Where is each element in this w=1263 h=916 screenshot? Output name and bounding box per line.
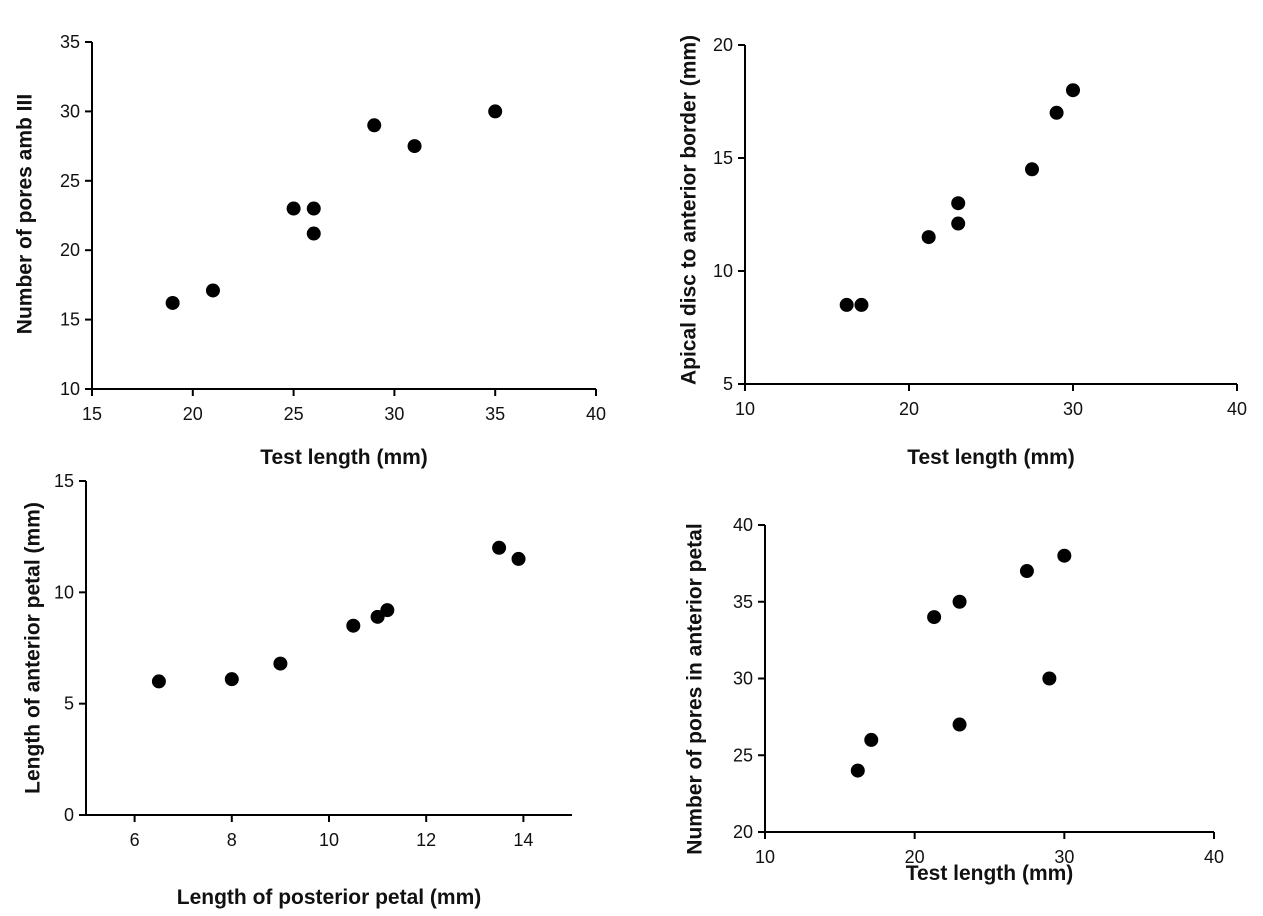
data-point [224,672,239,687]
scatter-points [151,540,526,689]
chart-panel-bottom-left: 6 8 10 12 14 0 5 10 15 Length of posterior petal… [22,471,572,909]
y-tick-label: 35 [60,32,80,52]
y-tick-label: 10 [60,379,80,399]
data-point [511,551,526,566]
data-point [1066,83,1080,98]
data-point [151,674,166,689]
data-point [488,104,503,119]
x-tick-label: 8 [227,830,237,850]
x-axis-title: Length of posterior petal (mm) [177,886,482,909]
data-point [1049,105,1064,120]
y-tick-label: 30 [60,101,80,121]
x-tick-label: 12 [416,830,436,850]
data-point [165,295,180,310]
y-axis-title: Number of pores in anterior petal [684,523,707,854]
data-point [346,618,361,633]
y-tick-label: 5 [723,374,733,394]
data-point [1042,671,1057,686]
y-tick-label: 40 [733,515,753,535]
x-tick-label: 40 [1227,399,1247,419]
y-tick-label: 20 [733,822,753,842]
scatter-points [165,104,503,310]
x-axis-title: Test length (mm) [906,862,1074,885]
y-axis-title: Apical disc to anterior border (mm) [678,35,701,385]
x-axis-title: Test length (mm) [907,446,1075,469]
y-tick-label: 10 [713,261,733,281]
y-tick-label: 20 [713,35,733,55]
data-point [306,201,321,216]
x-tick-label: 40 [1204,847,1224,867]
y-tick-label: 25 [733,745,753,765]
x-tick-label: 10 [319,830,339,850]
x-tick-label: 20 [899,399,919,419]
data-point [367,118,382,133]
data-point [952,717,967,732]
data-point [864,732,879,747]
data-point [306,226,321,241]
x-axis-title: Test length (mm) [260,446,428,469]
x-tick-label: 40 [586,404,606,424]
data-point [1019,564,1034,579]
scatter-points [839,83,1080,312]
x-tick-label: 10 [755,847,775,867]
data-point [951,196,966,211]
y-axis-title: Length of anterior petal (mm) [22,502,45,794]
data-point [1025,162,1039,177]
y-tick-label: 15 [713,148,733,168]
y-tick-label: 30 [733,669,753,689]
data-point [1057,548,1072,563]
data-point [927,610,942,625]
y-tick-label: 15 [60,310,80,330]
x-tick-label: 30 [1063,399,1083,419]
x-tick-label: 15 [82,404,102,424]
y-tick-label: 20 [60,240,80,260]
x-tick-label: 6 [130,830,140,850]
x-tick-label: 25 [284,404,304,424]
axes: 6 8 10 12 14 0 5 10 15 [54,471,572,850]
data-point [273,656,288,671]
y-tick-label: 0 [64,805,74,825]
x-tick-label: 30 [1054,847,1074,867]
y-axis-title: Number of pores amb III [14,94,37,334]
data-point [380,603,395,618]
y-tick-label: 5 [64,694,74,714]
x-tick-label: 20 [183,404,203,424]
data-point [921,230,936,245]
y-tick-label: 15 [54,471,74,491]
data-point [286,201,301,216]
data-point [492,540,507,555]
y-tick-label: 35 [733,592,753,612]
x-tick-label: 35 [485,404,505,424]
data-point [951,216,966,231]
x-tick-label: 14 [513,830,533,850]
x-tick-label: 20 [905,847,925,867]
x-tick-label: 30 [384,404,404,424]
x-tick-label: 10 [735,399,755,419]
scatter-points [850,548,1072,778]
data-point [952,594,967,609]
data-point [854,297,869,312]
data-point [205,283,220,298]
data-point [839,297,854,312]
y-tick-label: 25 [60,171,80,191]
data-point [850,763,865,778]
data-point [407,139,422,154]
y-tick-label: 10 [54,582,74,602]
